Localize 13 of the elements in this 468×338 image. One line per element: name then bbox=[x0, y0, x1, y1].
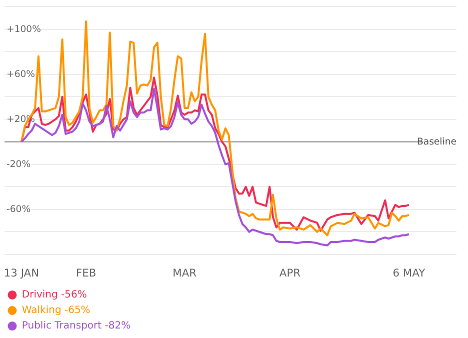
x-tick-label: 13 JAN bbox=[4, 266, 40, 280]
x-tick-label: APR bbox=[279, 266, 302, 280]
legend-label: Public Transport -82% bbox=[22, 320, 131, 332]
ref-line-label: Baseline bbox=[416, 136, 457, 148]
x-tick-label: 6 MAY bbox=[392, 266, 426, 280]
x-tick-label: MAR bbox=[172, 266, 198, 280]
x-tick-label: FEB bbox=[76, 266, 96, 280]
y-tick-label: -60% bbox=[6, 204, 31, 215]
y-tick-label: +60% bbox=[6, 68, 36, 80]
legend-label: Driving -56% bbox=[22, 289, 87, 300]
y-tick-label: +100% bbox=[6, 24, 42, 35]
legend-label: Walking -65% bbox=[22, 305, 90, 316]
y-tick-label: -20% bbox=[6, 158, 31, 170]
